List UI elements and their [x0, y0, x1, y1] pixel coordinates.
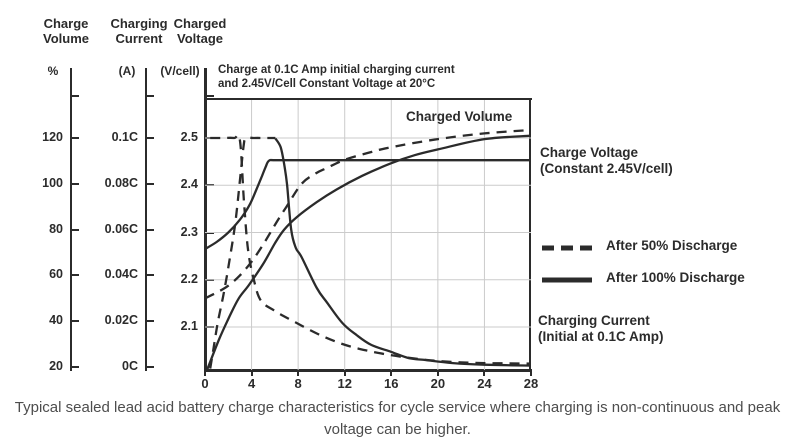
- axis-line-volume: [70, 68, 72, 371]
- plot-border-top: [204, 98, 532, 100]
- plot-border-bottom: [204, 369, 532, 372]
- axis-tick: [147, 228, 154, 231]
- charge-voltage-line2: (Constant 2.45V/cell): [540, 160, 673, 176]
- axis-line-current: [145, 68, 147, 371]
- axis-unit-volume: %: [47, 64, 59, 78]
- chart-title-line1: Charge at 0.1C Amp initial charging curr…: [218, 64, 455, 76]
- axis-tick-label: 0.08C: [104, 175, 138, 190]
- axis-header-volume: Charge Volume: [21, 16, 111, 46]
- axis-tick-label: 2.1: [180, 319, 198, 333]
- axis-line-voltage: [204, 68, 207, 372]
- axis-header-line: Voltage: [177, 30, 223, 46]
- x-axis-tick-label: 4: [247, 376, 256, 391]
- x-axis-tick: [250, 371, 253, 376]
- plot-area: [205, 100, 531, 370]
- axis-header-line: Charging: [110, 16, 168, 31]
- caption-line1: Typical sealed lead acid battery charge …: [14, 399, 781, 416]
- series-curve: [274, 137, 531, 367]
- x-axis-tick: [436, 371, 439, 376]
- axis-tick: [72, 274, 79, 277]
- caption-line2: voltage can be higher.: [324, 421, 471, 438]
- axis-tick-label: 2.4: [180, 177, 198, 192]
- legend-sample-solid: [542, 277, 592, 283]
- axis-tick-label: 0.02C: [104, 313, 138, 328]
- series-curve: [210, 133, 531, 365]
- series-curve: [206, 134, 531, 370]
- axis-tick-label: 0.1C: [111, 130, 138, 144]
- axis-header-line: Current: [115, 30, 163, 46]
- charging-current-line2: (Initial at 0.1C Amp): [538, 328, 664, 344]
- axis-header-line: Volume: [43, 30, 89, 46]
- x-axis-tick: [530, 371, 532, 376]
- axis-tick-label: 0.06C: [104, 221, 138, 236]
- axis-tick-label: 2.3: [180, 224, 198, 239]
- axis-tick-label: 0C: [122, 359, 138, 373]
- axis-tick: [147, 366, 154, 368]
- x-axis-tick-label: 8: [294, 376, 302, 391]
- axis-tick: [72, 366, 79, 368]
- axis-tick: [147, 274, 154, 277]
- legend-label: After 100% Discharge: [606, 270, 745, 285]
- series-curve: [205, 128, 531, 300]
- axis-tick-label: 2.5: [180, 130, 198, 144]
- axis-unit-voltage: (V/cell): [160, 64, 200, 78]
- axis-tick-label: 100: [42, 175, 63, 190]
- axis-tick-label: 60: [49, 267, 63, 282]
- x-axis-tick-label: 28: [523, 376, 539, 391]
- axis-tick: [72, 137, 79, 139]
- axis-tick-label: 2.2: [180, 271, 198, 286]
- axis-tick: [147, 182, 154, 185]
- axis-tick: [147, 137, 154, 139]
- axis-tick: [147, 95, 154, 97]
- x-axis-tick: [390, 371, 393, 376]
- x-axis-tick: [204, 371, 206, 376]
- axis-tick-label: 40: [49, 313, 63, 328]
- axis-unit-current: (A): [118, 64, 136, 78]
- series-curve: [209, 136, 276, 369]
- axis-header-line: Charge: [43, 16, 89, 31]
- chart-title-line2: and 2.45V/Cell Constant Voltage at 20°C: [218, 77, 436, 90]
- charging-current-label: Charging Current (Initial at 0.1C Amp): [538, 313, 664, 344]
- axis-header-voltage: Charged Voltage: [155, 16, 245, 46]
- x-axis-tick-label: 20: [430, 376, 446, 391]
- axis-header-current: Charging Current: [94, 16, 184, 46]
- charged-volume-label: Charged Volume: [406, 109, 513, 124]
- axis-tick-label: 20: [49, 359, 63, 373]
- x-axis-tick: [483, 371, 486, 376]
- charge-voltage-line1: Charge Voltage: [540, 145, 639, 160]
- axis-tick-label: 120: [42, 130, 63, 144]
- plot-border-right: [529, 98, 531, 371]
- x-axis-tick: [343, 371, 346, 376]
- axis-tick: [72, 320, 79, 323]
- x-axis-tick-label: 12: [337, 376, 352, 391]
- axis-tick-label: 80: [49, 221, 63, 236]
- x-axis-tick-label: 24: [477, 376, 492, 391]
- legend-label: After 50% Discharge: [606, 238, 738, 253]
- x-axis-tick: [297, 371, 300, 376]
- axis-tick: [147, 320, 154, 323]
- chart-title: Charge at 0.1C Amp initial charging curr…: [218, 64, 455, 91]
- axis-header-line: Charged: [173, 16, 227, 31]
- charging-current-line1: Charging Current: [538, 313, 650, 328]
- axis-tick: [72, 228, 79, 231]
- axis-tick: [207, 95, 214, 97]
- axis-tick: [72, 95, 79, 97]
- legend-sample-dashed: [542, 245, 592, 251]
- axis-tick: [72, 182, 79, 185]
- x-axis-tick-label: 16: [384, 376, 399, 391]
- x-axis-tick-label: 0: [201, 376, 209, 391]
- axis-tick-label: 0.04C: [104, 267, 138, 282]
- charge-voltage-label: Charge Voltage (Constant 2.45V/cell): [540, 145, 673, 176]
